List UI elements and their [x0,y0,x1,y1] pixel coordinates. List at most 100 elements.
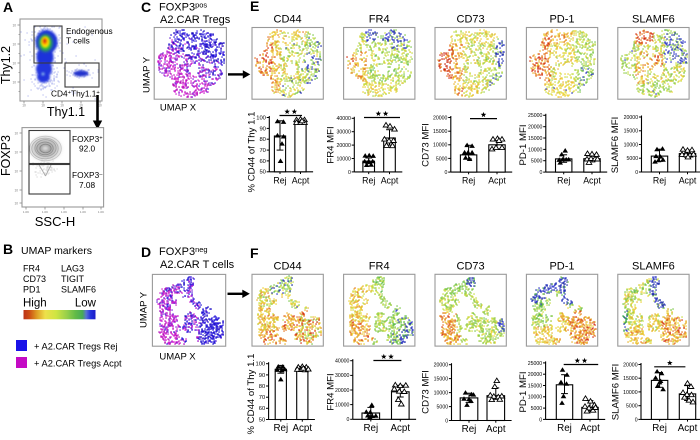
svg-text:CD44: CD44 [274,14,302,26]
svg-text:TIGIT: TIGIT [61,274,84,284]
svg-text:0: 0 [347,417,350,423]
svg-text:UMAP markers: UMAP markers [21,245,92,257]
svg-text:80: 80 [259,137,265,143]
svg-text:T cells: T cells [66,36,90,46]
svg-text:Thy1.2: Thy1.2 [0,46,13,84]
svg-text:10: 10 [41,104,45,108]
svg-text:15000: 15000 [528,383,543,389]
svg-text:SLAMF6: SLAMF6 [61,285,96,295]
svg-text:90: 90 [259,126,265,132]
svg-text:5000: 5000 [626,404,638,410]
svg-text:100: 100 [256,115,266,121]
svg-text:10000: 10000 [434,391,449,397]
svg-text:D: D [141,244,151,260]
svg-text:Acpt: Acpt [583,176,601,186]
svg-text:15000: 15000 [434,377,449,383]
svg-text:Rej: Rej [652,423,667,434]
svg-text:CD73 MFI: CD73 MFI [420,370,431,414]
svg-text:PD-1 MFI: PD-1 MFI [518,371,529,412]
svg-text:0: 0 [539,417,542,423]
svg-text:SLAMF6: SLAMF6 [632,261,675,273]
svg-text:0: 0 [635,170,638,176]
svg-text:FOXP3: FOXP3 [0,135,13,176]
svg-text:E: E [250,0,259,14]
svg-text:10: 10 [12,43,16,47]
svg-text:PD-1 MFI: PD-1 MFI [518,124,529,165]
svg-text:90: 90 [259,373,265,379]
svg-text:20000: 20000 [624,115,639,121]
svg-text:60: 60 [259,159,265,165]
svg-text:40000: 40000 [336,116,351,122]
svg-text:10: 10 [12,24,16,28]
svg-text:20000: 20000 [336,143,351,149]
svg-text:30000: 30000 [335,373,350,379]
svg-text:60: 60 [259,406,265,412]
svg-text:CD73 MFI: CD73 MFI [420,123,431,167]
svg-text:0: 0 [445,418,448,424]
svg-text:0: 0 [540,170,543,176]
svg-text:20000: 20000 [528,125,543,131]
svg-text:FOXP3–: FOXP3– [72,170,103,180]
svg-text:25000: 25000 [528,361,543,367]
svg-text:10000: 10000 [528,395,543,401]
svg-text:10000: 10000 [623,390,638,396]
svg-text:Acpt: Acpt [678,423,698,434]
svg-text:SSC-H: SSC-H [35,214,75,229]
svg-text:FOXP3+: FOXP3+ [72,134,103,144]
svg-text:CD73: CD73 [457,14,485,26]
svg-text:Thy1.1: Thy1.1 [47,105,85,119]
svg-text:CD4+Thy1.1+: CD4+Thy1.1+ [51,89,100,99]
svg-text:10: 10 [14,170,18,174]
svg-text:10000: 10000 [335,403,350,409]
svg-text:UMAP X: UMAP X [160,103,197,114]
svg-text:5000: 5000 [436,156,448,162]
svg-text:FR4: FR4 [23,264,40,274]
svg-text:C: C [141,0,151,15]
svg-text:Low: Low [75,298,97,310]
svg-text:15000: 15000 [624,129,639,135]
svg-text:Rej: Rej [462,176,475,186]
svg-text:10000: 10000 [624,142,639,148]
svg-text:CD73: CD73 [457,261,485,273]
svg-text:Rej: Rej [557,176,570,186]
svg-text:PD-1: PD-1 [549,14,574,26]
svg-text:10000: 10000 [336,156,351,162]
svg-text:Acpt: Acpt [679,176,697,186]
svg-text:UMAP X: UMAP X [159,352,196,363]
svg-text:1.0K: 1.0K [98,210,104,214]
svg-text:Rej: Rej [653,176,666,186]
svg-text:5000: 5000 [531,159,543,165]
svg-text:Rej: Rej [273,175,286,185]
svg-text:10000: 10000 [433,143,448,149]
svg-text:SLAMF6 MFI: SLAMF6 MFI [611,364,622,421]
svg-text:Acpt: Acpt [488,176,506,186]
svg-text:10: 10 [14,202,18,206]
svg-text:FR4: FR4 [369,14,390,26]
svg-text:5000: 5000 [531,406,543,412]
svg-text:10: 10 [98,104,102,108]
svg-text:10: 10 [79,104,83,108]
svg-text:70: 70 [259,148,265,154]
svg-text:A: A [3,0,13,15]
svg-text:100: 100 [256,362,266,368]
svg-text:% CD44 of Thy 1.1: % CD44 of Thy 1.1 [246,354,257,435]
svg-text:High: High [23,298,47,310]
svg-text:5000: 5000 [627,156,639,162]
svg-text:10: 10 [60,104,64,108]
svg-text:Acpt: Acpt [381,175,399,185]
svg-text:A2.CAR T cells: A2.CAR T cells [160,259,235,271]
svg-text:25000: 25000 [528,113,543,119]
svg-text:% CD44 of Thy 1.1: % CD44 of Thy 1.1 [246,112,257,193]
svg-text:10: 10 [14,189,18,193]
svg-text:Acpt: Acpt [292,175,310,185]
svg-text:A2.CAR Tregs: A2.CAR Tregs [160,14,231,26]
svg-text:10000: 10000 [528,147,543,153]
svg-text:0: 0 [635,417,638,423]
svg-text:Rej: Rej [557,423,572,434]
svg-text:70: 70 [259,395,265,401]
svg-text:Rej: Rej [362,175,375,185]
svg-text:15000: 15000 [623,376,638,382]
svg-text:50: 50 [259,170,265,176]
svg-text:+ A2.CAR Tregs Acpt: + A2.CAR Tregs Acpt [34,358,122,368]
svg-text:80: 80 [259,384,265,390]
